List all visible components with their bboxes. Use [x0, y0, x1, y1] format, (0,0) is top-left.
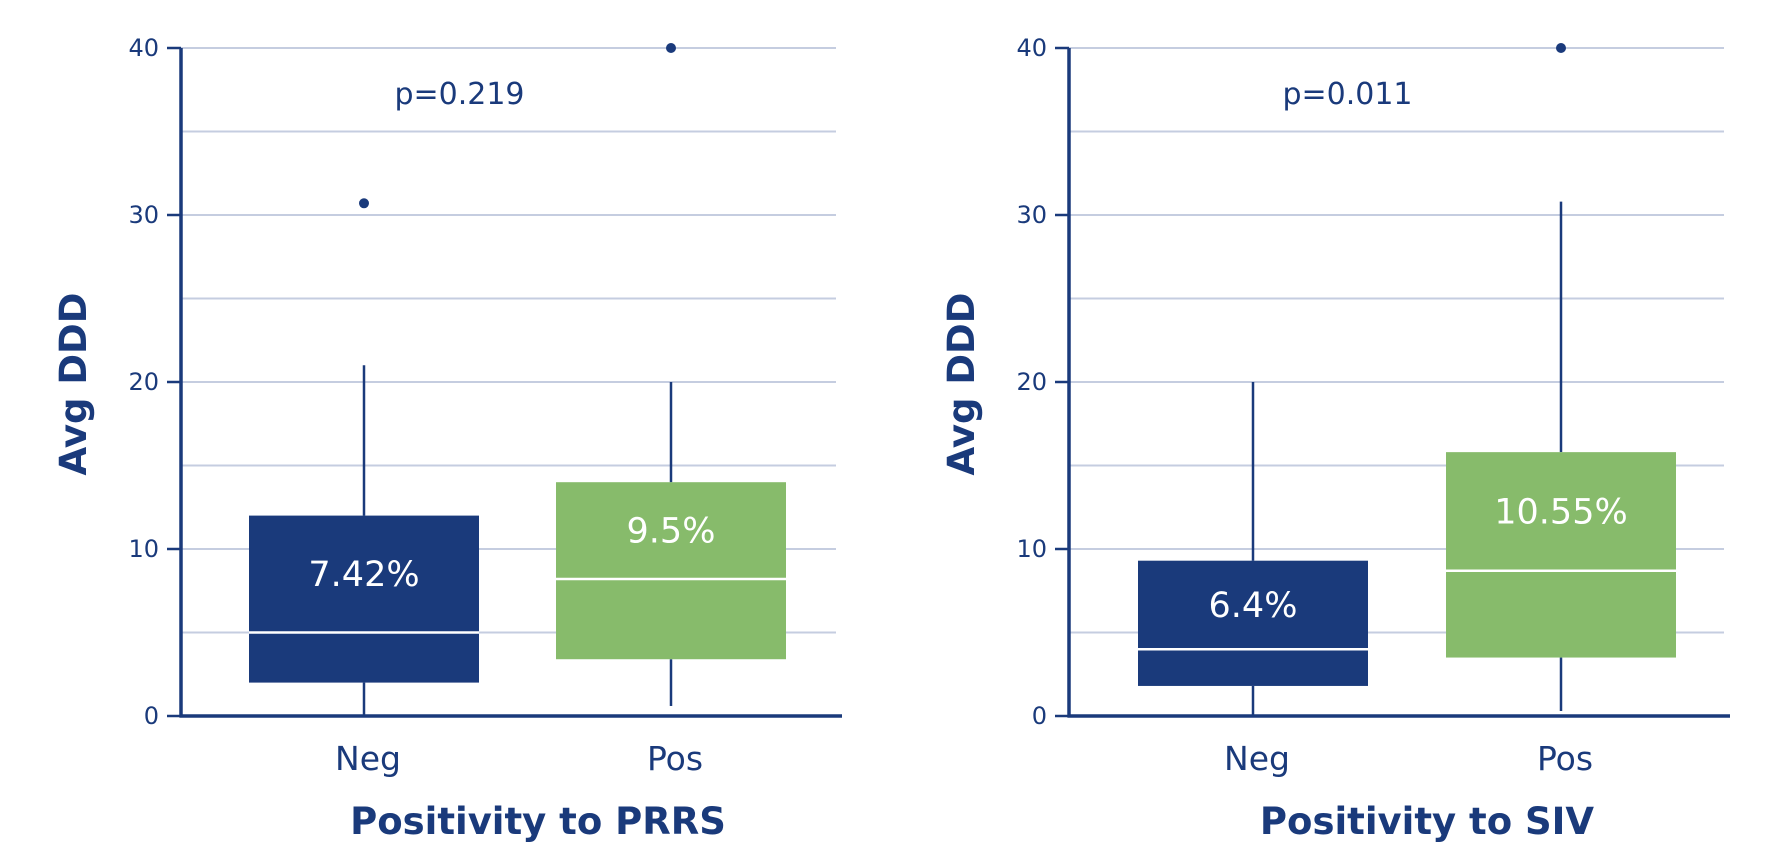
- y-tick-label: 20: [128, 368, 159, 396]
- y-tick-label: 20: [1016, 368, 1047, 396]
- y-tick-label: 30: [128, 201, 159, 229]
- box-neg: [1138, 560, 1368, 686]
- y-tick-label: 40: [128, 34, 159, 62]
- x-category-label: Neg: [1224, 739, 1290, 778]
- outlier-point: [1556, 43, 1566, 53]
- y-tick-label: 40: [1016, 34, 1047, 62]
- outlier-point: [666, 43, 676, 53]
- y-tick-label: 30: [1016, 201, 1047, 229]
- chart-panel-2: 0 10 20 30 40 6.4% Neg 10.55% Pos p=0.011 Positivi…: [940, 34, 1730, 843]
- p-value-annotation: p=0.219: [394, 77, 524, 112]
- x-axis-title: Positivity to SIV: [1260, 800, 1595, 843]
- x-axis-title: Positivity to PRRS: [350, 800, 726, 843]
- y-tick-label: 0: [144, 702, 159, 730]
- y-tick-label: 10: [1016, 535, 1047, 563]
- box-label: 7.42%: [308, 555, 419, 595]
- outlier-point: [359, 198, 369, 209]
- x-category-label: Pos: [1537, 739, 1593, 778]
- box-label: 9.5%: [627, 512, 716, 552]
- p-value-annotation: p=0.011: [1282, 77, 1412, 112]
- box-neg: [249, 515, 479, 683]
- box-pos: [556, 482, 786, 660]
- box-pos: [1446, 452, 1676, 658]
- y-tick-label: 10: [128, 535, 159, 563]
- y-axis-title: Avg DDD: [940, 293, 983, 476]
- x-category-label: Neg: [335, 739, 401, 778]
- chart-panel-1: 0 10 20 30 40 7.42% Neg 9.5% Pos p=0.219 Positivit…: [52, 34, 842, 843]
- box-label: 6.4%: [1209, 586, 1298, 626]
- y-axis-title: Avg DDD: [52, 293, 95, 476]
- y-tick-label: 0: [1032, 702, 1047, 730]
- x-category-label: Pos: [647, 739, 703, 778]
- box-label: 10.55%: [1494, 492, 1627, 532]
